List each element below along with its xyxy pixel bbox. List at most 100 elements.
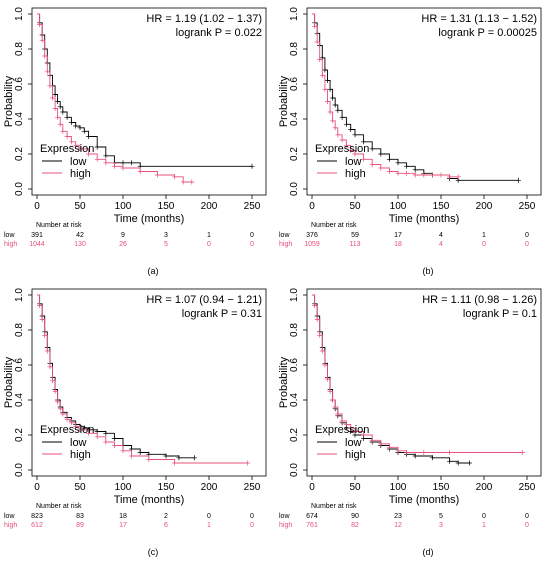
censor-mark-high xyxy=(319,72,325,78)
censor-mark-low xyxy=(137,450,143,455)
risk-row-label-low: low xyxy=(4,232,15,239)
legend-label-low: low xyxy=(70,437,87,449)
censor-mark-low xyxy=(129,160,135,166)
risk-count-high: 18 xyxy=(394,241,402,248)
km-panel-d: 0.0 0.2 0.4 0.6 0.8 1.0 0 50 100 150 200 250 Time (m… xyxy=(275,281,550,562)
risk-count-high: 82 xyxy=(351,522,359,529)
censor-mark-low xyxy=(52,92,58,97)
y-tick-label: 0.6 xyxy=(14,358,25,372)
risk-count-high: 0 xyxy=(482,241,486,248)
y-axis-label: Probability xyxy=(278,356,290,408)
y-tick-label: 0.4 xyxy=(14,112,25,126)
y-axis-label: Probability xyxy=(3,356,15,408)
risk-count-low: 391 xyxy=(31,232,43,239)
censor-mark-high xyxy=(77,427,83,433)
x-tick-label: 0 xyxy=(309,482,315,493)
censor-mark-high xyxy=(137,169,143,174)
risk-count-low: 2 xyxy=(164,513,168,520)
censor-mark-low xyxy=(386,156,392,162)
risk-count-high: 0 xyxy=(207,241,211,248)
risk-count-low: 18 xyxy=(119,513,127,520)
risk-count-low: 9 xyxy=(121,232,125,239)
censor-mark-high xyxy=(68,139,74,145)
plot-frame xyxy=(306,288,542,477)
y-tick-label: 0.8 xyxy=(289,323,300,337)
censor-mark-low xyxy=(191,455,197,461)
censor-mark-low xyxy=(68,120,74,125)
censor-mark-high xyxy=(103,439,109,445)
censor-mark-high xyxy=(86,430,92,436)
y-tick-label: 1.0 xyxy=(289,7,300,21)
risk-count-high: 0 xyxy=(525,522,529,529)
x-tick-label: 150 xyxy=(433,201,450,212)
x-axis-label: Time (months) xyxy=(389,213,460,225)
censor-mark-low xyxy=(325,78,330,83)
survival-curve-high xyxy=(37,13,192,183)
logrank-annotation: logrank P = 0.1 xyxy=(463,308,537,320)
censor-mark-high xyxy=(447,450,453,455)
risk-count-low: 23 xyxy=(394,513,402,520)
x-tick-label: 100 xyxy=(390,482,407,493)
censor-mark-low xyxy=(94,144,100,150)
y-tick-label: 0.4 xyxy=(289,393,300,407)
censor-mark-high xyxy=(325,376,330,382)
censor-mark-high xyxy=(447,174,453,180)
censor-mark-high xyxy=(352,429,358,434)
x-tick-label: 200 xyxy=(476,482,493,493)
censor-mark-high xyxy=(120,448,126,454)
legend-title: Expression xyxy=(315,424,369,436)
censor-mark-high xyxy=(421,450,427,455)
y-tick-label: 0.8 xyxy=(14,323,25,337)
x-tick-label: 50 xyxy=(349,482,361,493)
censor-mark-high xyxy=(52,106,58,111)
y-tick-label: 0.6 xyxy=(14,77,25,91)
risk-count-low: 1 xyxy=(207,232,211,239)
risk-row-label-low: low xyxy=(279,232,290,239)
y-tick-label: 0.0 xyxy=(14,182,25,196)
censor-mark-high xyxy=(73,142,79,148)
censor-mark-low xyxy=(378,151,384,157)
x-tick-label: 0 xyxy=(309,201,315,212)
x-axis-label: Time (months) xyxy=(114,494,185,506)
censor-mark-high xyxy=(44,348,50,354)
y-tick-label: 0.4 xyxy=(289,112,300,126)
censor-mark-high xyxy=(386,169,392,174)
logrank-annotation: logrank P = 0.022 xyxy=(176,27,262,39)
risk-count-high: 1 xyxy=(482,522,486,529)
x-tick-label: 0 xyxy=(34,201,40,212)
risk-count-high: 761 xyxy=(306,522,318,529)
censor-mark-high xyxy=(50,378,55,384)
censor-mark-low xyxy=(343,121,349,127)
plot-frame xyxy=(31,288,267,477)
plot-frame xyxy=(306,7,542,196)
panel-label: (c) xyxy=(148,547,159,557)
censor-mark-low xyxy=(330,95,336,101)
x-axis-label: Time (months) xyxy=(114,213,185,225)
legend-title: Expression xyxy=(40,143,94,155)
risk-row-label-high: high xyxy=(279,241,292,248)
censor-mark-high xyxy=(386,444,392,450)
censor-mark-high xyxy=(47,364,53,370)
risk-table-title: Number at risk xyxy=(311,503,357,510)
censor-mark-high xyxy=(378,165,384,171)
x-tick-label: 0 xyxy=(34,482,40,493)
censor-mark-high xyxy=(330,397,336,403)
censor-mark-low xyxy=(249,163,255,169)
risk-count-low: 823 xyxy=(31,513,43,520)
plot-frame xyxy=(31,7,267,196)
x-tick-label: 150 xyxy=(433,482,450,493)
censor-mark-low xyxy=(73,123,79,129)
censor-mark-high xyxy=(64,416,70,422)
censor-mark-low xyxy=(447,458,453,464)
x-tick-label: 100 xyxy=(390,201,407,212)
censor-mark-low xyxy=(322,67,328,73)
y-tick-label: 0.6 xyxy=(289,358,300,372)
survival-curve-low xyxy=(312,294,470,464)
censor-mark-low xyxy=(64,114,70,120)
censor-mark-high xyxy=(42,53,48,59)
risk-count-high: 1 xyxy=(207,522,211,529)
censor-mark-high xyxy=(317,57,323,62)
risk-table-title: Number at risk xyxy=(311,222,357,229)
